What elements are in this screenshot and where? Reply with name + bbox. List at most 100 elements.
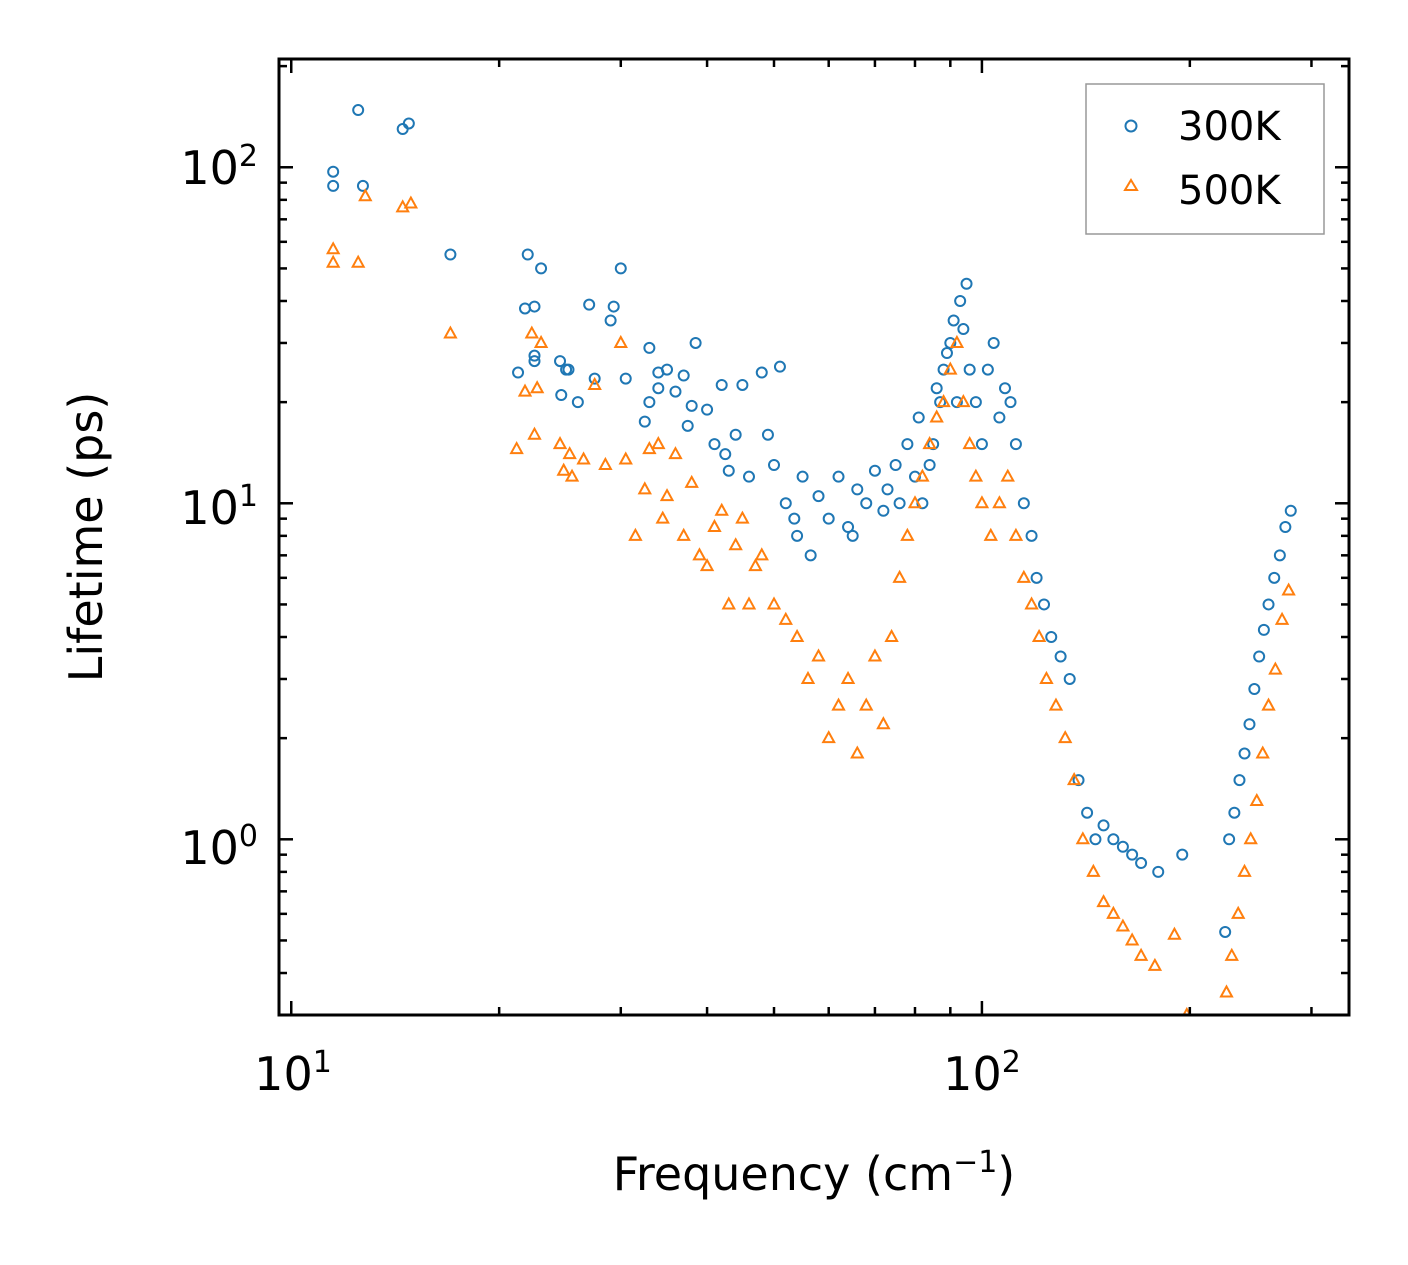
point-500k xyxy=(651,436,666,450)
point-300k xyxy=(1004,396,1017,409)
point-300k xyxy=(846,529,859,542)
point-500k xyxy=(907,495,923,509)
point-300k xyxy=(954,294,967,307)
point-300k xyxy=(1223,833,1236,846)
point-300k xyxy=(614,262,627,275)
series-300k-points xyxy=(327,104,1297,938)
point-300k xyxy=(701,403,714,416)
point-500k xyxy=(676,527,691,541)
point-500k xyxy=(443,325,458,339)
point-300k xyxy=(881,483,894,496)
point-300k xyxy=(930,382,943,395)
point-500k xyxy=(876,716,891,730)
point-500k xyxy=(1124,932,1140,946)
point-300k xyxy=(1089,833,1102,846)
point-500k xyxy=(529,380,545,394)
point-300k xyxy=(1257,623,1270,636)
point-300k xyxy=(402,117,415,130)
point-500k xyxy=(618,451,633,465)
point-300k xyxy=(1176,848,1189,861)
point-500k xyxy=(1243,831,1258,845)
point-500k xyxy=(1274,611,1290,625)
point-300k xyxy=(356,179,369,192)
point-500k xyxy=(1086,863,1101,877)
point-300k xyxy=(1273,549,1286,562)
point-300k xyxy=(788,512,801,525)
point-300k xyxy=(607,300,620,313)
point-300k xyxy=(729,428,742,441)
point-300k xyxy=(761,428,774,441)
point-300k xyxy=(327,179,340,192)
point-300k xyxy=(528,300,541,313)
point-300k xyxy=(1219,925,1232,938)
point-300k xyxy=(912,411,925,424)
point-500k xyxy=(1031,628,1047,643)
point-500k xyxy=(527,426,542,440)
point-500k xyxy=(962,436,977,450)
point-300k xyxy=(1248,683,1261,696)
point-300k xyxy=(444,248,457,261)
point-300k xyxy=(987,336,1000,349)
point-300k xyxy=(893,497,906,510)
point-500k xyxy=(741,596,757,610)
x-tick-label-10-2: 102 xyxy=(943,1045,1021,1101)
point-300k xyxy=(842,521,855,534)
point-300k xyxy=(722,464,735,477)
point-300k xyxy=(957,323,970,336)
y-tick-label-10-1: 101 xyxy=(180,479,258,535)
point-500k xyxy=(1133,947,1149,961)
point-300k xyxy=(860,497,873,510)
point-300k xyxy=(1238,747,1251,760)
point-500k xyxy=(1237,863,1252,877)
point-500k xyxy=(1058,730,1073,744)
y-axis-label: Lifetime (ps) xyxy=(59,392,113,683)
point-300k xyxy=(1126,848,1139,861)
point-500k xyxy=(789,628,805,643)
point-300k xyxy=(822,512,835,525)
point-300k xyxy=(1135,857,1148,870)
point-500k xyxy=(892,569,907,583)
point-500k xyxy=(325,254,341,268)
point-500k xyxy=(1016,569,1032,583)
point-300k xyxy=(554,355,567,368)
point-500k xyxy=(721,596,736,610)
point-500k xyxy=(821,730,836,744)
point-300k xyxy=(677,369,690,382)
y-tick-label-10-0: 100 xyxy=(180,819,258,875)
point-300k xyxy=(947,314,960,327)
point-500k xyxy=(1000,468,1015,482)
point-500k xyxy=(533,334,549,348)
point-500k xyxy=(692,547,707,561)
point-500k xyxy=(1224,947,1239,961)
point-300k xyxy=(791,529,804,542)
point-300k xyxy=(689,336,702,349)
point-300k xyxy=(963,363,976,376)
point-500k xyxy=(556,462,571,476)
point-300k xyxy=(643,396,656,409)
point-300k xyxy=(396,122,409,135)
point-500k xyxy=(659,488,675,502)
legend-label-300k: 300K xyxy=(1178,104,1282,150)
point-300k xyxy=(768,459,781,472)
point-500k xyxy=(831,697,846,711)
point-500k xyxy=(754,547,769,561)
point-300k xyxy=(755,366,768,379)
point-300k xyxy=(583,298,596,311)
point-300k xyxy=(993,411,1006,424)
y-tick-label-10-2: 102 xyxy=(180,139,258,195)
point-500k xyxy=(983,527,998,541)
point-500k xyxy=(655,510,670,524)
point-300k xyxy=(619,372,632,385)
point-300k xyxy=(519,302,532,315)
point-300k xyxy=(773,360,786,373)
point-500k xyxy=(1048,697,1064,711)
point-300k xyxy=(715,378,728,391)
point-300k xyxy=(588,372,601,385)
point-500k xyxy=(929,409,944,423)
point-500k xyxy=(884,628,899,643)
point-500k xyxy=(699,558,715,572)
point-300k xyxy=(1107,833,1120,846)
point-500k xyxy=(1147,957,1163,971)
point-300k xyxy=(1063,672,1076,685)
point-300k xyxy=(1233,774,1246,787)
